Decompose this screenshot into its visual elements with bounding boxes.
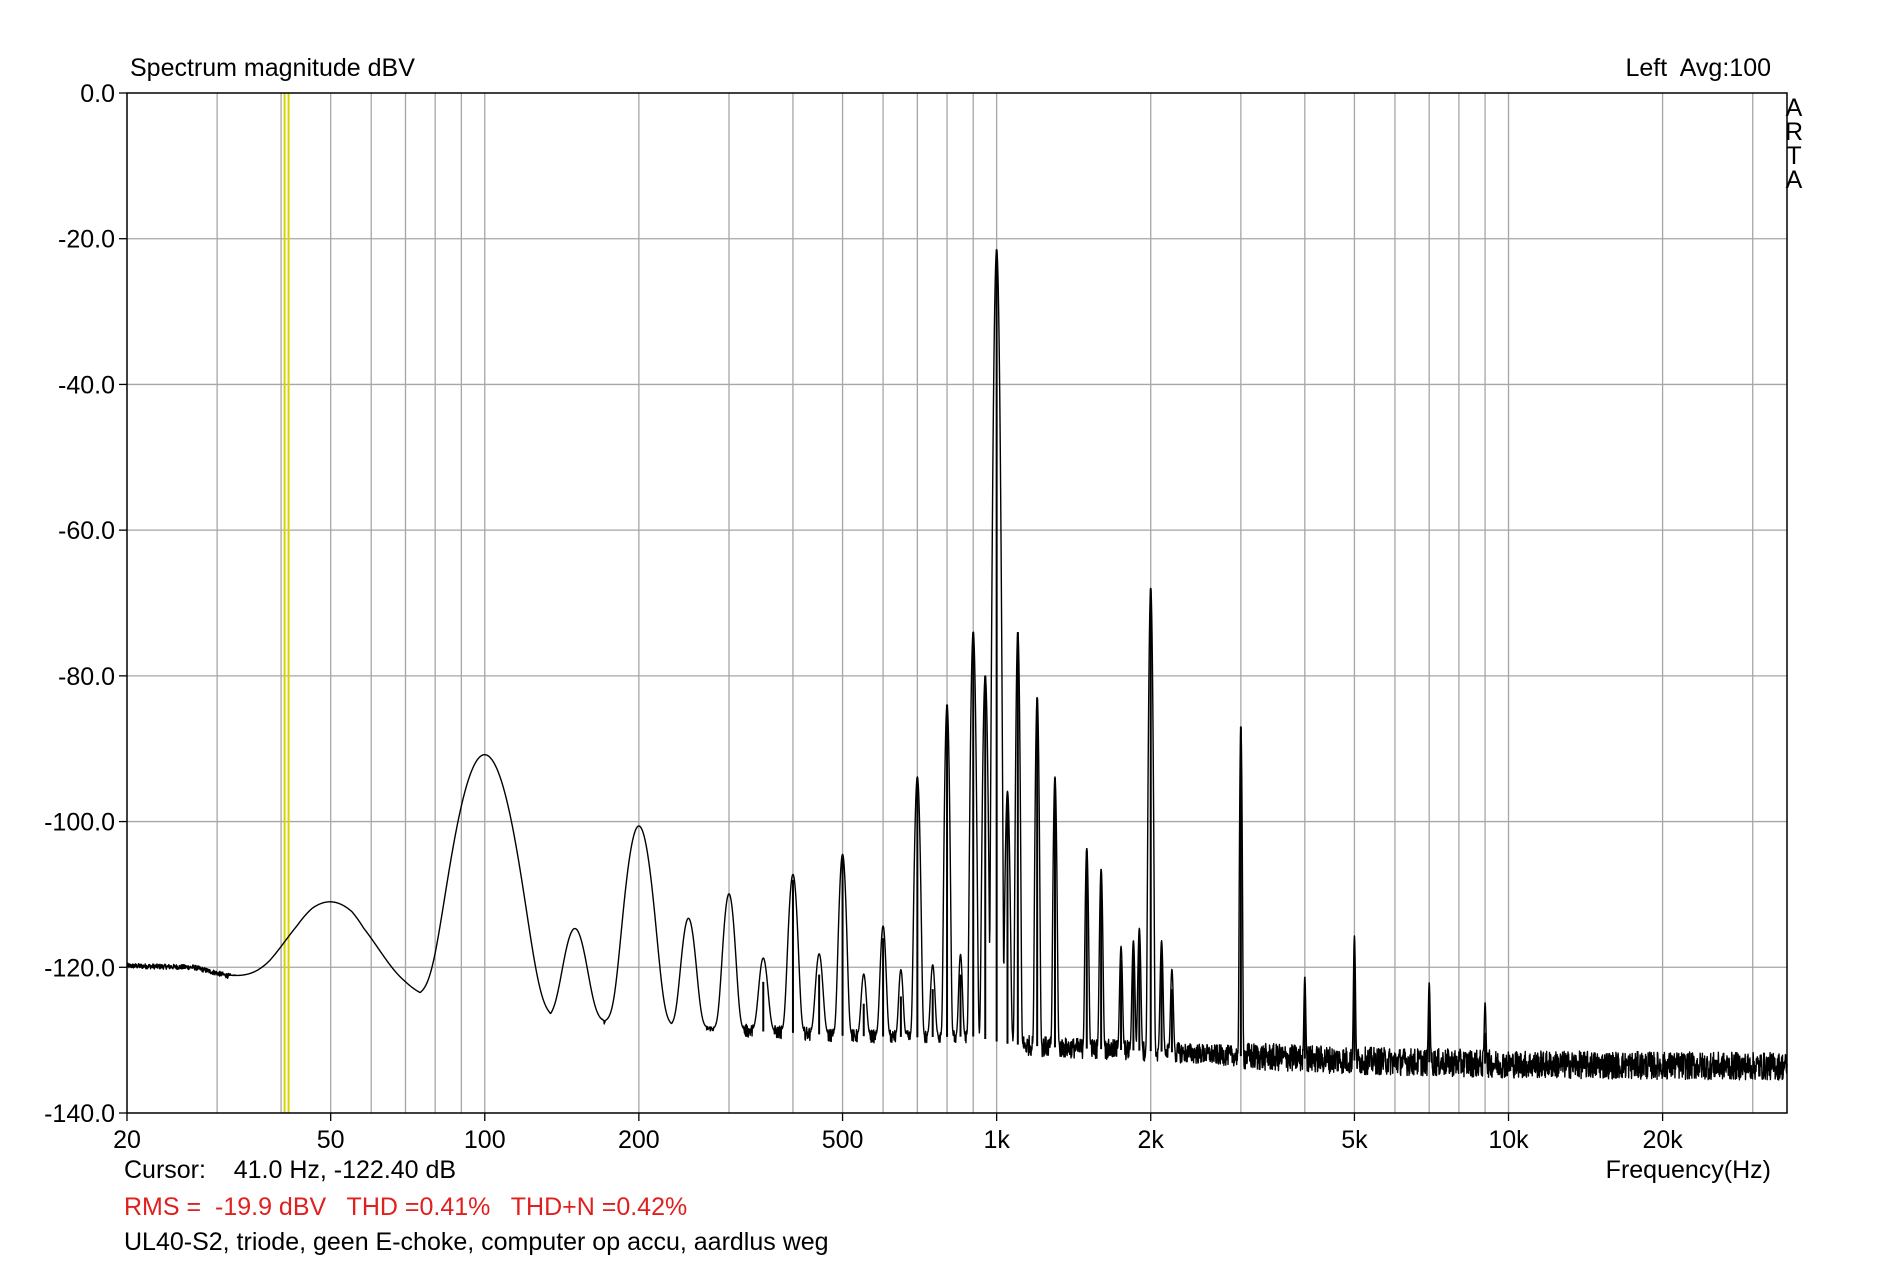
- y-tick-label: -140.0: [44, 1100, 115, 1128]
- cursor-marker[interactable]: [283, 93, 290, 1113]
- x-tick-label: 1k: [983, 1126, 1010, 1154]
- y-tick-label: -100.0: [44, 809, 115, 837]
- x-axis-ticks: 20 50 100 200 500 1k 2k 5k 10k 20k: [113, 1113, 1683, 1154]
- brand-letter: A: [1785, 166, 1803, 194]
- plot-frame: [126, 92, 1788, 1114]
- brand-letter: R: [1784, 118, 1804, 146]
- x-tick-label: 10k: [1488, 1126, 1529, 1154]
- brand-letter: T: [1786, 142, 1802, 170]
- cursor-readout: Cursor: 41.0 Hz, -122.40 dB: [124, 1156, 457, 1184]
- x-tick-label: 50: [317, 1126, 345, 1154]
- grid: [127, 93, 1787, 1113]
- y-tick-label: -80.0: [58, 663, 115, 691]
- chart-title: Spectrum magnitude dBV: [130, 54, 415, 82]
- y-tick-label: -40.0: [58, 371, 115, 399]
- trace-layer: [126, 249, 1788, 1081]
- x-tick-label: 20k: [1642, 1126, 1683, 1154]
- x-axis-label: Frequency(Hz): [1605, 1156, 1771, 1184]
- brand-letter: A: [1785, 94, 1803, 122]
- y-tick-label: -120.0: [44, 954, 115, 982]
- y-tick-label: -60.0: [58, 517, 115, 545]
- x-tick-label: 500: [822, 1126, 864, 1154]
- x-tick-label: 200: [618, 1126, 660, 1154]
- distortion-stats: RMS = -19.9 dBV THD =0.41% THD+N =0.42%: [124, 1193, 688, 1221]
- measurement-caption: UL40-S2, triode, geen E-choke, computer …: [124, 1228, 829, 1256]
- x-tick-label: 5k: [1341, 1126, 1368, 1154]
- arta-brand: A R T A: [1781, 94, 1807, 194]
- x-tick-label: 2k: [1138, 1126, 1165, 1154]
- channel-average-label: Left Avg:100: [1625, 54, 1772, 82]
- x-tick-label: 100: [464, 1126, 506, 1154]
- y-tick-label: 0.0: [80, 80, 115, 108]
- x-tick-label: 20: [113, 1126, 141, 1154]
- y-tick-label: -20.0: [58, 226, 115, 254]
- spectrum-trace: [126, 249, 1788, 1081]
- y-axis-ticks: 0.0 -20.0 -40.0 -60.0 -80.0 -100.0 -120.0 -140.…: [44, 80, 127, 1128]
